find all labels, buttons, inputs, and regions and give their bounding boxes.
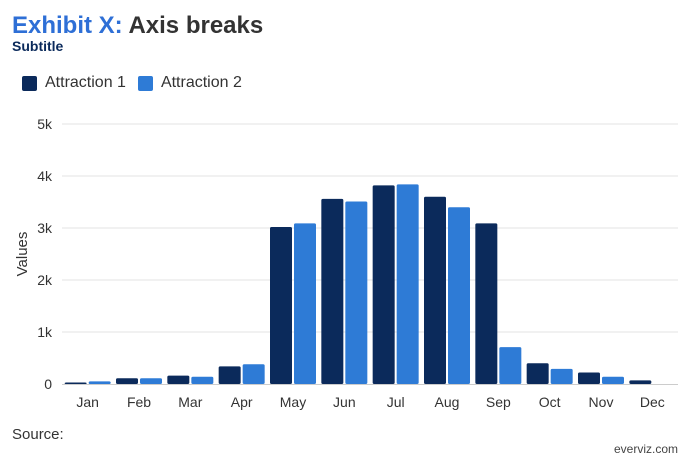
- x-tick-label: Nov: [589, 394, 614, 410]
- bar-attraction-1-oct: [526, 363, 549, 384]
- chart-title: Exhibit X: Axis breaks: [12, 12, 263, 40]
- bar-attraction-1-sep: [475, 223, 498, 384]
- y-axis-label: Values: [14, 232, 31, 277]
- bar-attraction-2-jun: [345, 201, 368, 384]
- source-note: Source:: [12, 426, 64, 443]
- x-tick-label: Apr: [231, 394, 253, 410]
- bar-attraction-2-mar: [191, 376, 214, 384]
- x-tick-label: Aug: [435, 394, 460, 410]
- y-tick-label: 0: [44, 376, 52, 392]
- x-tick-label: Sep: [486, 394, 511, 410]
- bar-attraction-2-oct: [550, 368, 573, 384]
- bar-attraction-1-may: [270, 226, 292, 384]
- bar-attraction-1-dec: [629, 380, 652, 384]
- bar-attraction-2-jul: [396, 184, 419, 384]
- bar-attraction-1-jun: [321, 198, 344, 384]
- legend-swatch-attraction-2: [137, 75, 153, 91]
- credit-text: everviz.com: [613, 442, 678, 456]
- bar-attraction-2-jan: [88, 381, 111, 384]
- chart-subtitle: Subtitle: [12, 38, 64, 54]
- legend-label-attraction-2: Attraction 2: [160, 74, 242, 91]
- x-tick-label: Mar: [178, 394, 202, 410]
- legend-item-attraction-2[interactable]: Attraction 2: [137, 74, 242, 92]
- x-tick-label: Feb: [127, 394, 151, 410]
- legend-item-attraction-1[interactable]: Attraction 1: [22, 74, 126, 92]
- chart-title-lead: Exhibit X:: [12, 12, 123, 39]
- chart-title-rest: Axis breaks: [128, 12, 264, 39]
- y-tick-label: 4k: [37, 168, 53, 184]
- bar-attraction-2-may: [294, 223, 316, 384]
- y-tick-label: 3k: [37, 220, 53, 236]
- x-tick-label: Jan: [76, 394, 99, 410]
- bar-attraction-2-aug: [448, 207, 470, 384]
- bar-attraction-2-feb: [140, 378, 162, 384]
- legend: Attraction 1 Attraction 2: [22, 74, 242, 92]
- bar-attraction-2-apr: [242, 364, 265, 384]
- bar-attraction-1-mar: [167, 375, 190, 384]
- legend-swatch-attraction-1: [22, 75, 37, 91]
- y-tick-label: 5k: [37, 116, 53, 132]
- bar-attraction-2-nov: [602, 376, 624, 384]
- x-tick-label: Jul: [387, 394, 405, 410]
- y-tick-label: 1k: [37, 324, 53, 340]
- bar-attraction-1-jul: [372, 185, 395, 384]
- x-tick-label: Jun: [333, 394, 356, 410]
- bar-attraction-1-feb: [116, 378, 138, 384]
- bar-attraction-2-sep: [499, 347, 522, 384]
- bar-attraction-1-nov: [578, 372, 600, 384]
- x-tick-label: Dec: [640, 394, 665, 410]
- x-tick-label: Oct: [539, 394, 561, 410]
- bar-attraction-1-aug: [424, 196, 446, 384]
- title-block: Exhibit X: Axis breaks Subtitle: [12, 12, 263, 54]
- legend-label-attraction-1: Attraction 1: [45, 74, 126, 91]
- bar-attraction-1-apr: [218, 366, 241, 384]
- bar-attraction-1-jan: [64, 382, 87, 384]
- x-tick-label: May: [280, 394, 306, 410]
- y-tick-label: 2k: [37, 272, 53, 288]
